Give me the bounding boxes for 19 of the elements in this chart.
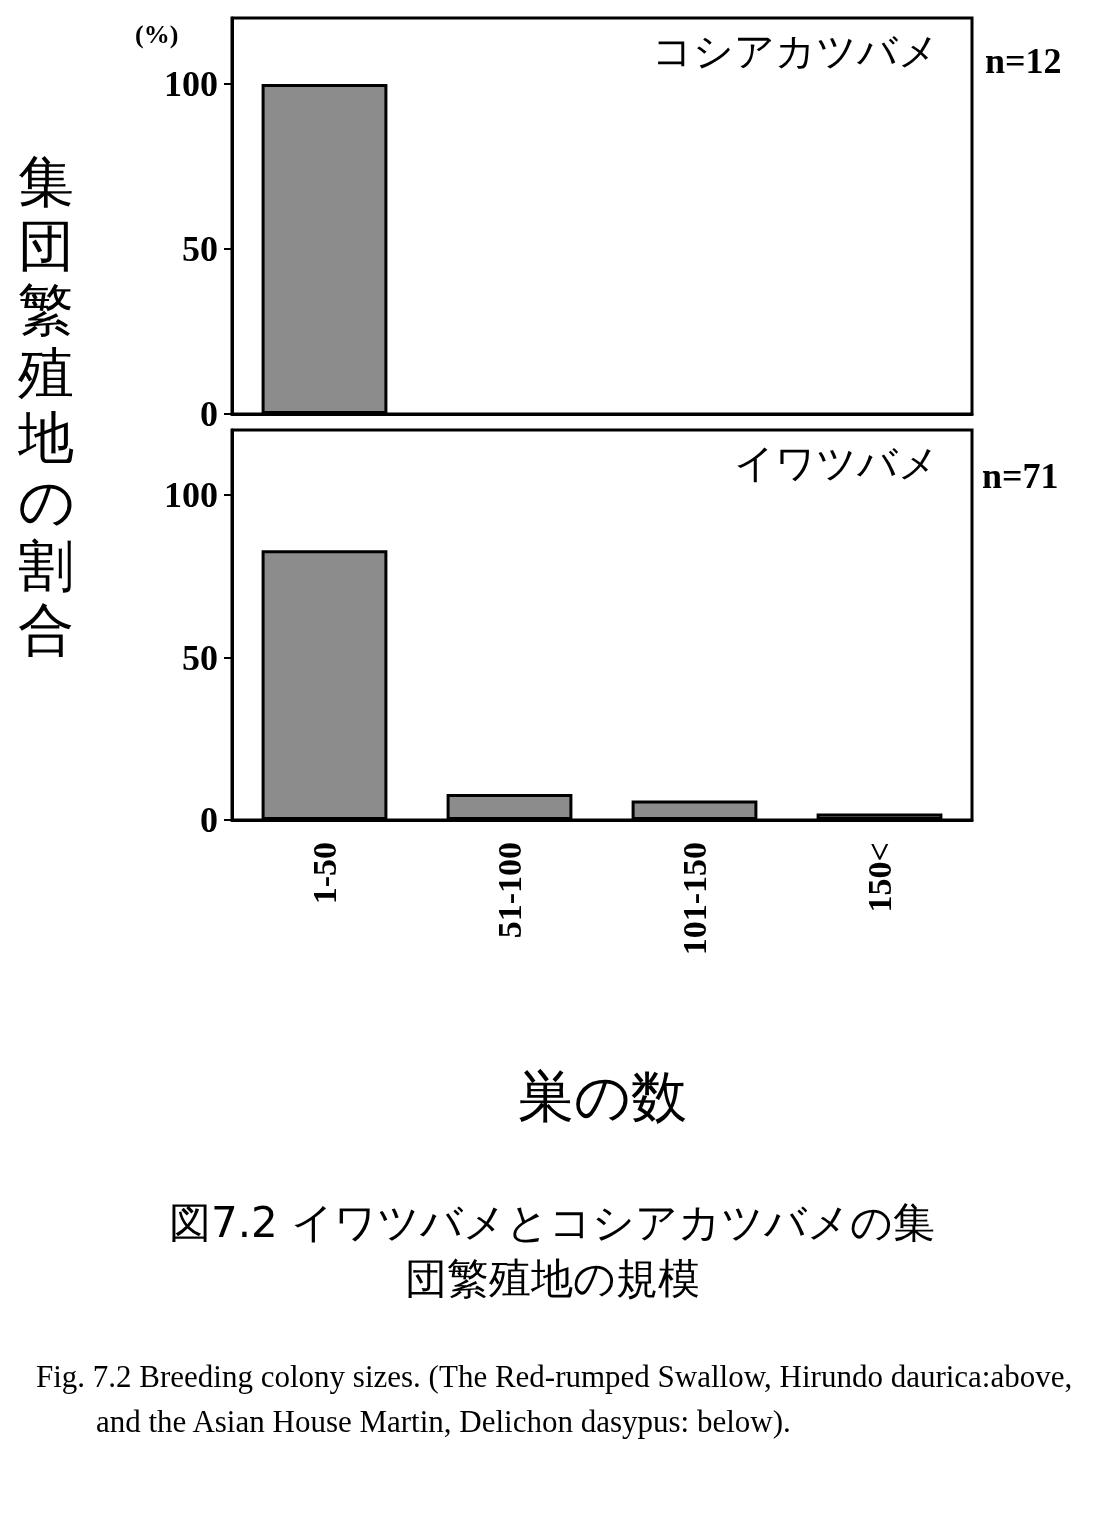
- y-tick-label: 100: [164, 475, 218, 515]
- x-tick-label: 150<: [861, 842, 898, 913]
- text: (%): [135, 20, 179, 50]
- x-tick-label: 1-50: [306, 842, 343, 905]
- x-tick-label: 101-150: [676, 842, 713, 956]
- x-tick-label: 51-100: [491, 842, 528, 939]
- y-tick-label: 50: [182, 229, 218, 269]
- y-tick-label: 0: [200, 800, 218, 840]
- x-axis-title: 巣の数: [516, 1063, 688, 1131]
- caption: Fig. 7.2 Breeding colony sizes. (The Red-rumped Swallow, Hirundo daurica:above, and the Asian House Martin, Delichon dasypus: below).: [36, 1358, 1074, 1441]
- chart-title: コシアカツバメ: [652, 28, 939, 74]
- chart-title: イワツバメ: [734, 440, 939, 486]
- text: n=12: [985, 40, 1062, 82]
- caption: 図7.2 イワツバメとコシアカツバメの集団繁殖地の規模: [167, 1197, 937, 1305]
- y-tick-label: 0: [200, 394, 218, 434]
- text: n=71: [982, 455, 1059, 497]
- y-axis-title: 集団繁殖地の割合: [16, 149, 76, 662]
- y-tick-label: 100: [164, 64, 218, 104]
- y-tick-label: 50: [182, 637, 218, 678]
